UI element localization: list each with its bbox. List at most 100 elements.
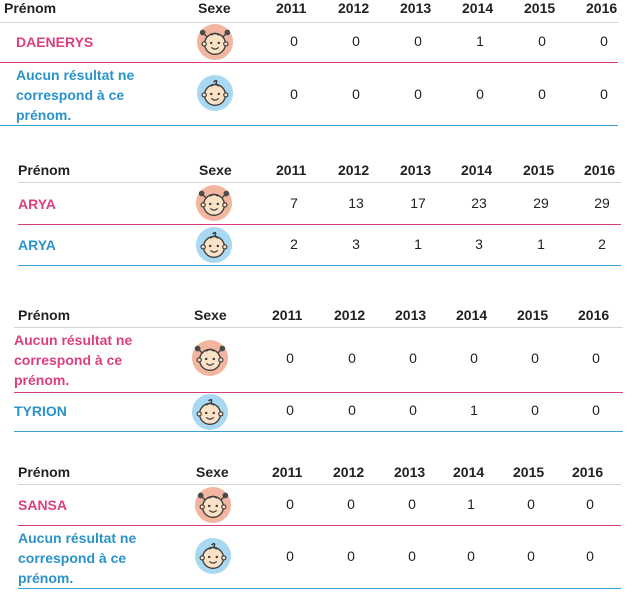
row-name: TYRION bbox=[14, 403, 67, 419]
row-value: 13 bbox=[348, 195, 364, 211]
header-sex: Sexe bbox=[194, 307, 227, 323]
row-value: 23 bbox=[471, 195, 487, 211]
baby-boy-icon bbox=[194, 537, 232, 575]
baby-girl-icon bbox=[194, 486, 232, 524]
row-value: 0 bbox=[538, 33, 546, 49]
row-value: 1 bbox=[476, 33, 484, 49]
row-value: 0 bbox=[347, 548, 355, 564]
row-value: 0 bbox=[600, 33, 608, 49]
row-value: 0 bbox=[592, 350, 600, 366]
row-value: 3 bbox=[475, 236, 483, 252]
row-value: 0 bbox=[527, 496, 535, 512]
row-value: 0 bbox=[470, 350, 478, 366]
header-year: 2015 bbox=[517, 307, 549, 323]
row-name: DAENERYS bbox=[16, 34, 94, 50]
row-value: 0 bbox=[347, 496, 355, 512]
row-name: SANSA bbox=[18, 497, 68, 513]
row-value: 0 bbox=[408, 548, 416, 564]
row-value: 0 bbox=[348, 350, 356, 366]
row-value: 1 bbox=[414, 236, 422, 252]
no-result-message: Aucun résultat ne correspond à ce prénom… bbox=[14, 332, 133, 388]
header-year: 2015 bbox=[524, 0, 556, 16]
row-value: 1 bbox=[537, 236, 545, 252]
row-value: 17 bbox=[410, 195, 426, 211]
header-name: Prénom bbox=[18, 162, 71, 178]
row-value: 0 bbox=[290, 33, 298, 49]
row-value: 0 bbox=[290, 86, 298, 102]
header-year: 2013 bbox=[400, 0, 432, 16]
table-header: Prénom Sexe 2011 2012 2013 2014 2015 201… bbox=[0, 0, 618, 23]
header-year: 2011 bbox=[272, 464, 303, 480]
header-name: Prénom bbox=[4, 0, 57, 16]
row-value: 0 bbox=[286, 496, 294, 512]
row-value: 0 bbox=[531, 402, 539, 418]
table-header: Prénom Sexe 2011 2012 2013 2014 2015 201… bbox=[18, 462, 621, 485]
row-value: 3 bbox=[352, 236, 360, 252]
header-year: 2015 bbox=[513, 464, 545, 480]
row-name: ARYA bbox=[18, 196, 56, 212]
header-year: 2012 bbox=[338, 0, 370, 16]
header-year: 2013 bbox=[394, 464, 426, 480]
row-value: 0 bbox=[586, 548, 594, 564]
row-value: 0 bbox=[414, 86, 422, 102]
header-year: 2016 bbox=[584, 162, 616, 178]
row-value: 0 bbox=[286, 350, 294, 366]
row-value: 0 bbox=[467, 548, 475, 564]
table-header: Prénom Sexe 2011 2012 2013 2014 2015 201… bbox=[18, 160, 621, 183]
row-value: 29 bbox=[533, 195, 549, 211]
header-sex: Sexe bbox=[199, 162, 232, 178]
row-value: 2 bbox=[598, 236, 606, 252]
row-value: 2 bbox=[290, 236, 298, 252]
row-value: 0 bbox=[531, 350, 539, 366]
row-name: ARYA bbox=[18, 237, 56, 253]
header-year: 2011 bbox=[276, 162, 307, 178]
no-result-message: Aucun résultat ne correspond à ce prénom… bbox=[16, 67, 135, 123]
row-value: 0 bbox=[409, 350, 417, 366]
header-year: 2014 bbox=[456, 307, 488, 323]
row-value: 0 bbox=[348, 402, 356, 418]
row-value: 0 bbox=[409, 402, 417, 418]
header-year: 2012 bbox=[333, 464, 365, 480]
row-value: 0 bbox=[414, 33, 422, 49]
header-year: 2012 bbox=[334, 307, 366, 323]
row-value: 1 bbox=[467, 496, 475, 512]
table-row: Aucun résultat ne correspond à ce prénom… bbox=[14, 328, 623, 393]
header-name: Prénom bbox=[18, 307, 71, 323]
header-year: 2014 bbox=[461, 162, 493, 178]
header-year: 2015 bbox=[523, 162, 555, 178]
baby-boy-icon bbox=[195, 226, 233, 264]
header-year: 2014 bbox=[453, 464, 485, 480]
row-value: 1 bbox=[470, 402, 478, 418]
header-year: 2016 bbox=[578, 307, 610, 323]
row-value: 0 bbox=[592, 402, 600, 418]
header-year: 2012 bbox=[338, 162, 370, 178]
row-value: 0 bbox=[586, 496, 594, 512]
header-year: 2016 bbox=[586, 0, 618, 16]
baby-girl-icon bbox=[195, 184, 233, 222]
header-sex: Sexe bbox=[198, 0, 231, 16]
row-value: 0 bbox=[538, 86, 546, 102]
row-value: 0 bbox=[352, 86, 360, 102]
header-name: Prénom bbox=[18, 464, 71, 480]
table-row: Aucun résultat ne correspond à ce prénom… bbox=[18, 526, 621, 589]
baby-girl-icon bbox=[191, 339, 229, 377]
row-value: 0 bbox=[476, 86, 484, 102]
table-header: Prénom Sexe 2011 2012 2013 2014 2015 201… bbox=[14, 305, 623, 328]
baby-boy-icon bbox=[196, 74, 234, 112]
row-value: 29 bbox=[594, 195, 610, 211]
baby-boy-icon bbox=[191, 393, 229, 431]
row-value: 0 bbox=[352, 33, 360, 49]
row-value: 0 bbox=[600, 86, 608, 102]
row-value: 0 bbox=[527, 548, 535, 564]
table-row: ARYA 7 13 17 23 29 29 bbox=[18, 183, 621, 225]
no-result-message: Aucun résultat ne correspond à ce prénom… bbox=[18, 530, 137, 586]
header-sex: Sexe bbox=[196, 464, 229, 480]
row-value: 7 bbox=[290, 195, 298, 211]
row-value: 0 bbox=[286, 548, 294, 564]
table-row: SANSA 0 0 0 1 0 0 bbox=[18, 485, 621, 526]
row-value: 0 bbox=[286, 402, 294, 418]
header-year: 2014 bbox=[462, 0, 494, 16]
header-year: 2011 bbox=[276, 0, 307, 16]
table-row: Aucun résultat ne correspond à ce prénom… bbox=[0, 63, 618, 126]
table-row: TYRION 0 0 0 1 0 0 bbox=[14, 393, 623, 432]
